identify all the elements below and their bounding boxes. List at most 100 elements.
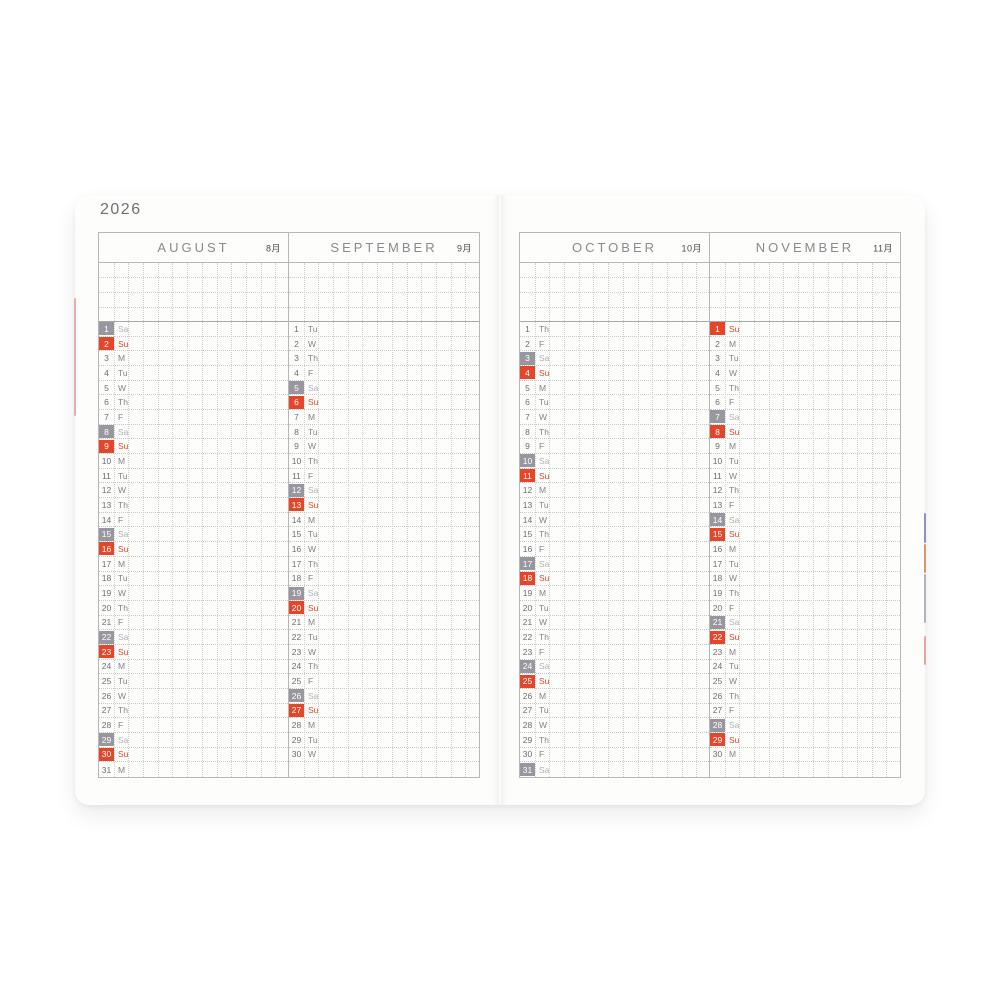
day-number: 2 [99,337,114,350]
day-row: 3 Sa [520,351,709,367]
page-edge-mark-red [74,298,76,416]
day-row: 25 W [710,674,900,689]
day-row: 12 M [520,483,709,499]
day-number: 15 [99,527,114,541]
day-weekday: Tu [118,367,128,378]
month-title-august: AUGUST [157,240,230,255]
day-number: 12 [289,483,304,497]
day-number: 21 [710,615,725,629]
day-row: 26 W [99,689,288,704]
day-weekday: Su [118,646,129,657]
day-row: 15 Su [710,527,900,543]
day-weekday: W [118,485,127,496]
day-number: 6 [525,397,530,408]
day-weekday: Th [118,397,128,408]
day-row: 14 W [520,513,709,528]
day-number: 25 [520,674,535,688]
day-number: 27 [522,705,533,716]
day-weekday: Sa [539,764,550,775]
day-number: 14 [710,513,725,527]
grid-hline [289,277,479,278]
day-number: 29 [291,734,302,745]
day-weekday: Su [308,499,319,510]
grid-vline [347,263,349,777]
day-number: 4 [520,366,535,380]
day-weekday: W [729,367,738,378]
day-row: 27 Su [289,703,479,719]
grid-vline [798,263,800,777]
day-row: 25 F [289,674,479,689]
day-number: 12 [522,485,533,496]
day-row: 20 Th [99,601,288,616]
day-number: 5 [715,382,720,393]
day-row: 18 Tu [99,572,288,587]
day-number: 21 [522,617,533,628]
day-row: 12 W [99,483,288,499]
calendar-table-right: OCTOBER 10月 1 Th 2 F 3 Sa 4 Su 5 M 6 Tu 7 W 8 Th 9 F 10 Sa 11 S… [519,232,901,778]
day-row: 23 W [289,645,479,660]
day-row: 17 Tu [710,557,900,572]
day-weekday: F [118,411,124,422]
day-number: 15 [291,529,302,540]
day-number: 26 [101,690,112,701]
day-weekday: Sa [118,323,129,334]
day-weekday: W [308,543,317,554]
notes-blank-area-november [710,263,900,322]
day-number: 22 [710,630,725,644]
day-weekday: Th [118,499,128,510]
day-number: 23 [522,646,533,657]
month-title-november: NOVEMBER [755,240,855,255]
grid-vline [406,263,408,777]
day-weekday: Sa [539,455,550,466]
day-weekday: W [539,720,548,731]
day-row: 20 F [710,601,900,616]
day-number: 16 [99,542,114,556]
grid-vline [842,263,844,777]
day-number: 19 [522,588,533,599]
day-number: 23 [291,646,302,657]
day-weekday: M [308,411,316,422]
grid-hline [99,292,288,293]
day-row: 18 F [289,572,479,587]
day-weekday: Th [308,455,318,466]
day-number: 10 [712,455,723,466]
day-number: 8 [294,426,299,437]
day-number: 30 [99,747,114,761]
day-number: 28 [522,720,533,731]
day-weekday: Su [118,441,129,452]
month-jp-label-november: 11月 [873,243,893,253]
grid-vline [157,263,159,777]
day-number: 3 [104,353,109,364]
day-weekday: Su [729,529,740,540]
day-row: 28 M [289,718,479,733]
grid-vline [637,263,639,777]
day-row: 15 Tu [289,527,479,543]
grid-hline [99,277,288,278]
grid-vline [578,263,580,777]
day-number: 20 [712,602,723,613]
day-number: 7 [104,411,109,422]
day-number: 16 [712,543,723,554]
month-header-october: OCTOBER 10月 [520,233,709,263]
day-weekday: Th [729,588,739,599]
day-weekday: Tu [118,676,128,687]
year-label: 2026 [100,201,142,218]
grid-vline [435,263,437,777]
day-row: 10 Tu [710,454,900,469]
day-weekday: Tu [729,353,739,364]
day-row: 20 Tu [520,601,709,616]
day-row [710,762,900,777]
day-row: 8 Tu [289,425,479,440]
grid-vline [260,263,262,777]
day-row: 16 M [710,542,900,557]
day-row: 15 Sa [99,527,288,543]
day-number: 2 [525,338,530,349]
day-row: 21 Sa [710,615,900,631]
day-number: 29 [99,733,114,747]
grid-vline [739,263,741,777]
day-number: 13 [522,499,533,510]
day-weekday: Su [118,338,129,349]
